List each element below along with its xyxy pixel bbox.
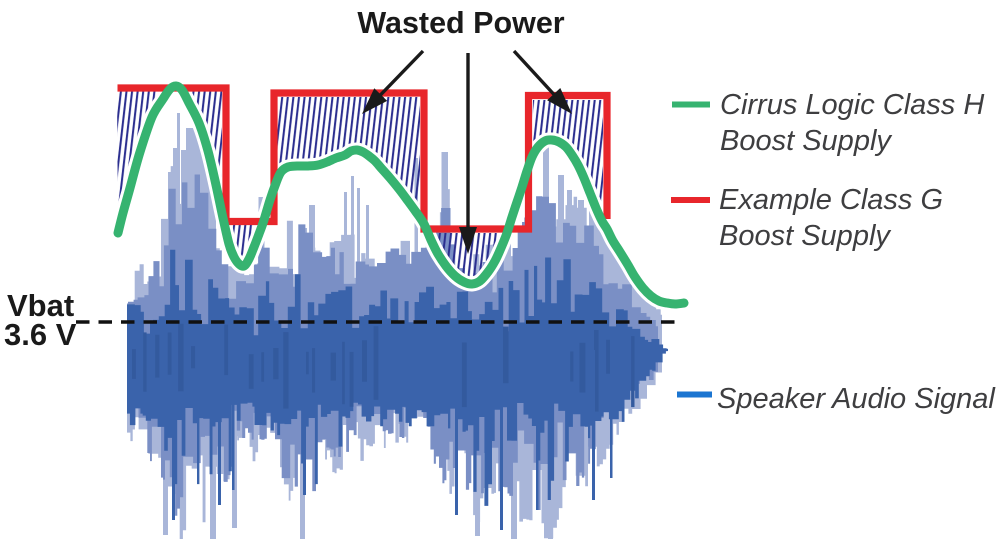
svg-text:Boost Supply: Boost Supply bbox=[719, 220, 891, 252]
svg-text:Wasted Power: Wasted Power bbox=[357, 6, 564, 40]
svg-text:Example Class G: Example Class G bbox=[719, 184, 943, 216]
svg-text:Boost Supply: Boost Supply bbox=[720, 125, 892, 157]
svg-text:Cirrus Logic Class H: Cirrus Logic Class H bbox=[720, 89, 984, 121]
svg-text:Speaker Audio Signal: Speaker Audio Signal bbox=[717, 383, 996, 415]
svg-text:3.6 V: 3.6 V bbox=[4, 317, 77, 352]
svg-text:Vbat: Vbat bbox=[7, 288, 74, 323]
